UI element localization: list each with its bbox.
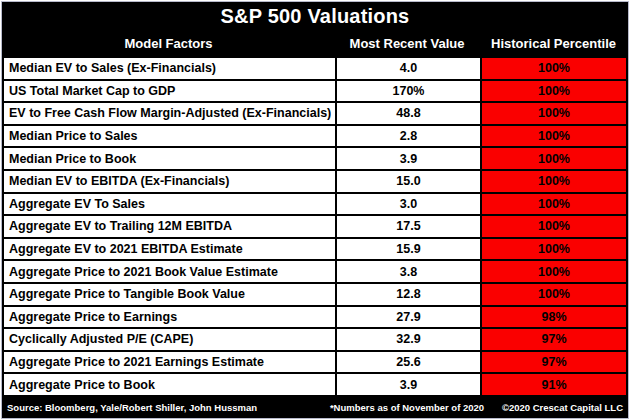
value-cell: 25.6 <box>337 352 480 373</box>
value-cell: 3.9 <box>337 148 480 169</box>
factor-cell: Median EV to EBITDA (Ex-Financials) <box>4 171 335 192</box>
column-header-model-factors: Model Factors <box>2 36 335 51</box>
table-row: Cyclically Adjusted P/E (CAPE) 32.9 97% <box>4 329 626 350</box>
value-cell: 15.9 <box>337 239 480 260</box>
value-cell: 3.0 <box>337 194 480 215</box>
copyright-note: ©2020 Crescat Capital LLC <box>502 402 623 413</box>
table-body: Median EV to Sales (Ex-Financials) 4.0 1… <box>2 56 628 395</box>
percentile-cell: 100% <box>482 58 626 79</box>
value-cell: 3.8 <box>337 261 480 282</box>
factor-cell: Median Price to Sales <box>4 126 335 147</box>
percentile-cell: 100% <box>482 103 626 124</box>
factor-cell: US Total Market Cap to GDP <box>4 81 335 102</box>
table-row: Aggregate EV to 2021 EBITDA Estimate 15.… <box>4 239 626 260</box>
page-title: S&P 500 Valuations <box>2 2 628 31</box>
percentile-cell: 100% <box>482 148 626 169</box>
table-row: Aggregate Price to Tangible Book Value 1… <box>4 284 626 305</box>
table-header-row: Model Factors Most Recent Value Historic… <box>2 31 628 56</box>
table-row: Aggregate Price to Earnings 27.9 98% <box>4 307 626 328</box>
table-frame: S&P 500 Valuations Model Factors Most Re… <box>1 1 629 419</box>
date-note: *Numbers as of November of 2020 <box>330 402 484 413</box>
factor-cell: Median EV to Sales (Ex-Financials) <box>4 58 335 79</box>
table-row: Median Price to Book 3.9 100% <box>4 148 626 169</box>
table-row: Aggregate EV to Trailing 12M EBITDA 17.5… <box>4 216 626 237</box>
valuation-table-image: S&P 500 Valuations Model Factors Most Re… <box>0 0 630 420</box>
value-cell: 2.8 <box>337 126 480 147</box>
factor-cell: Aggregate Price to 2021 Book Value Estim… <box>4 261 335 282</box>
source-note: Source: Bloomberg, Yale/Robert Shiller, … <box>7 402 257 413</box>
percentile-cell: 100% <box>482 81 626 102</box>
table-row: Median EV to Sales (Ex-Financials) 4.0 1… <box>4 58 626 79</box>
table-row: US Total Market Cap to GDP 170% 100% <box>4 81 626 102</box>
percentile-cell: 100% <box>482 284 626 305</box>
value-cell: 32.9 <box>337 329 480 350</box>
factor-cell: Cyclically Adjusted P/E (CAPE) <box>4 329 335 350</box>
percentile-cell: 100% <box>482 194 626 215</box>
column-header-historical-percentile: Historical Percentile <box>479 36 628 51</box>
value-cell: 17.5 <box>337 216 480 237</box>
percentile-cell: 100% <box>482 239 626 260</box>
percentile-cell: 98% <box>482 307 626 328</box>
percentile-cell: 97% <box>482 329 626 350</box>
value-cell: 15.0 <box>337 171 480 192</box>
value-cell: 3.9 <box>337 374 480 395</box>
value-cell: 48.8 <box>337 103 480 124</box>
percentile-cell: 100% <box>482 261 626 282</box>
table-row: Median EV to EBITDA (Ex-Financials) 15.0… <box>4 171 626 192</box>
factor-cell: Median Price to Book <box>4 148 335 169</box>
factor-cell: Aggregate EV to Trailing 12M EBITDA <box>4 216 335 237</box>
column-header-most-recent-value: Most Recent Value <box>335 36 479 51</box>
percentile-cell: 97% <box>482 352 626 373</box>
factor-cell: Aggregate Price to Earnings <box>4 307 335 328</box>
value-cell: 27.9 <box>337 307 480 328</box>
percentile-cell: 91% <box>482 374 626 395</box>
table-row: Aggregate Price to Book 3.9 91% <box>4 374 626 395</box>
table-row: EV to Free Cash Flow Margin-Adjusted (Ex… <box>4 103 626 124</box>
table-row: Aggregate EV To Sales 3.0 100% <box>4 194 626 215</box>
percentile-cell: 100% <box>482 126 626 147</box>
value-cell: 12.8 <box>337 284 480 305</box>
value-cell: 170% <box>337 81 480 102</box>
footer-bar: Source: Bloomberg, Yale/Robert Shiller, … <box>2 397 628 418</box>
value-cell: 4.0 <box>337 58 480 79</box>
factor-cell: EV to Free Cash Flow Margin-Adjusted (Ex… <box>4 103 335 124</box>
table-row: Median Price to Sales 2.8 100% <box>4 126 626 147</box>
table-row: Aggregate Price to 2021 Earnings Estimat… <box>4 352 626 373</box>
table-row: Aggregate Price to 2021 Book Value Estim… <box>4 261 626 282</box>
factor-cell: Aggregate EV To Sales <box>4 194 335 215</box>
factor-cell: Aggregate Price to Book <box>4 374 335 395</box>
factor-cell: Aggregate Price to 2021 Earnings Estimat… <box>4 352 335 373</box>
percentile-cell: 100% <box>482 216 626 237</box>
factor-cell: Aggregate Price to Tangible Book Value <box>4 284 335 305</box>
factor-cell: Aggregate EV to 2021 EBITDA Estimate <box>4 239 335 260</box>
percentile-cell: 100% <box>482 171 626 192</box>
